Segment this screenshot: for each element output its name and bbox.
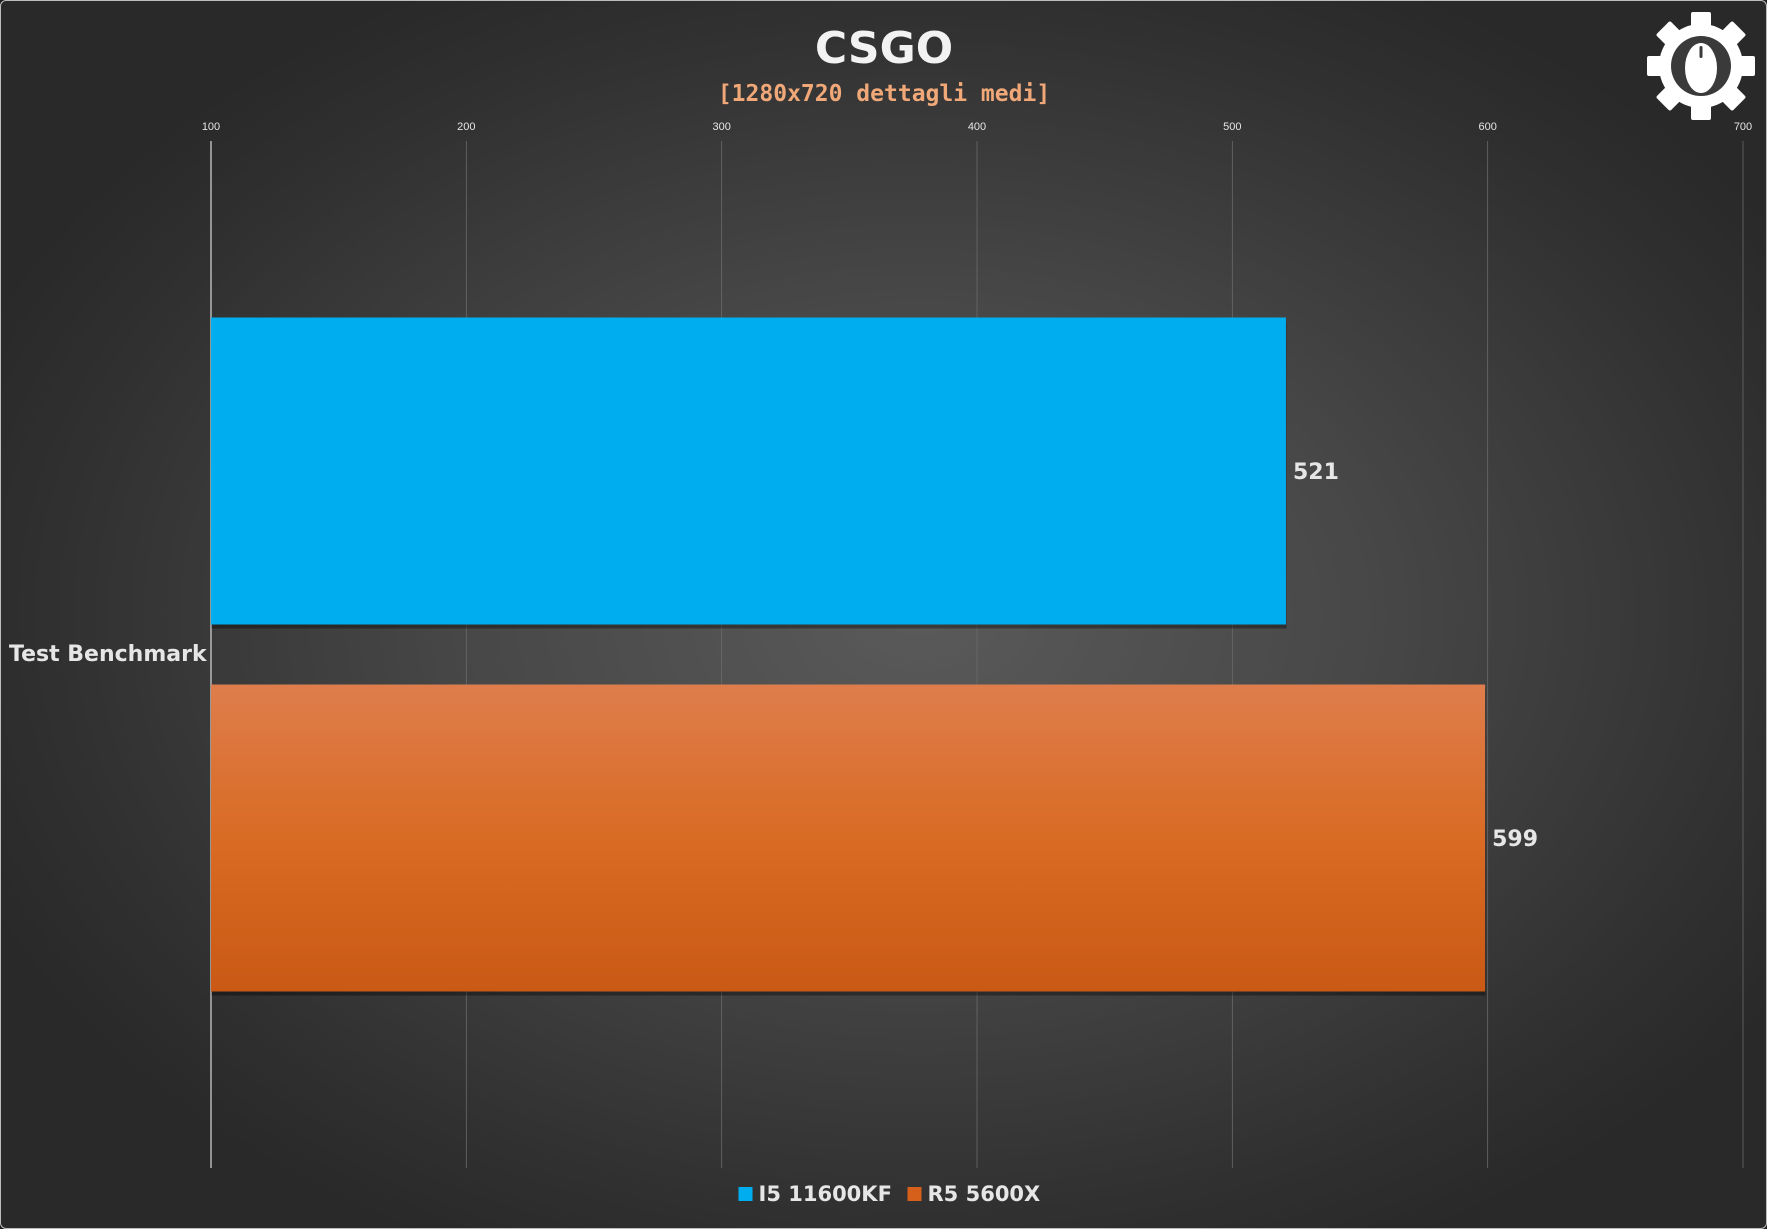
legend-swatch xyxy=(907,1187,922,1201)
legend: I5 11600KF R5 5600X xyxy=(738,1182,1041,1206)
legend-label: R5 5600X xyxy=(928,1182,1041,1206)
x-tick-label: 100 xyxy=(202,121,220,133)
bars xyxy=(211,317,1486,996)
x-tick-label: 700 xyxy=(1734,121,1752,133)
gear-mouse-icon xyxy=(1647,12,1755,120)
legend-label: I5 11600KF xyxy=(759,1182,892,1206)
legend-swatch xyxy=(738,1187,753,1201)
data-labels: 521 599 xyxy=(1293,460,1538,852)
chart-subtitle: [1280x720 dettagli medi] xyxy=(718,81,1050,107)
x-tick-label: 300 xyxy=(712,121,730,133)
data-label: 599 xyxy=(1492,827,1538,852)
x-tick-label: 500 xyxy=(1223,121,1241,133)
bar-r5-5600x xyxy=(211,684,1486,992)
x-axis-ticks: 100 200 300 400 500 600 700 xyxy=(202,121,1752,133)
x-tick-label: 600 xyxy=(1478,121,1496,133)
category-label: Test Benchmark xyxy=(9,642,208,667)
data-label: 521 xyxy=(1293,460,1339,485)
x-tick-label: 400 xyxy=(968,121,986,133)
x-tick-label: 200 xyxy=(457,121,475,133)
gridlines xyxy=(210,141,1744,1168)
bar-i5-11600kf xyxy=(211,317,1286,625)
chart-title: CSGO xyxy=(815,23,953,74)
